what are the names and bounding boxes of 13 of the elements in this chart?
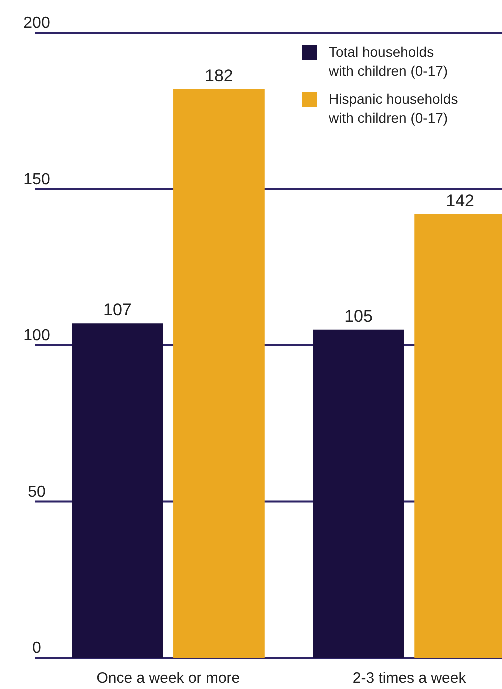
y-tick-label: 100	[24, 328, 50, 344]
data-label: 105	[344, 306, 373, 326]
x-tick-label: 2-3 times a week	[352, 670, 467, 687]
data-label: 107	[103, 300, 132, 320]
data-label: 142	[446, 191, 475, 210]
legend-label: Total households with children (0-17)	[328, 44, 448, 79]
x-tick-label: Once a week or more	[96, 670, 240, 687]
y-tick-label: 200	[24, 15, 50, 32]
legend-label: Hispanic households with children (0-17)	[328, 91, 458, 126]
y-tick-label: 0	[32, 640, 42, 657]
y-tick-label: 50	[28, 484, 46, 501]
data-label: 182	[205, 66, 234, 86]
y-tick-label: 150	[24, 171, 50, 188]
